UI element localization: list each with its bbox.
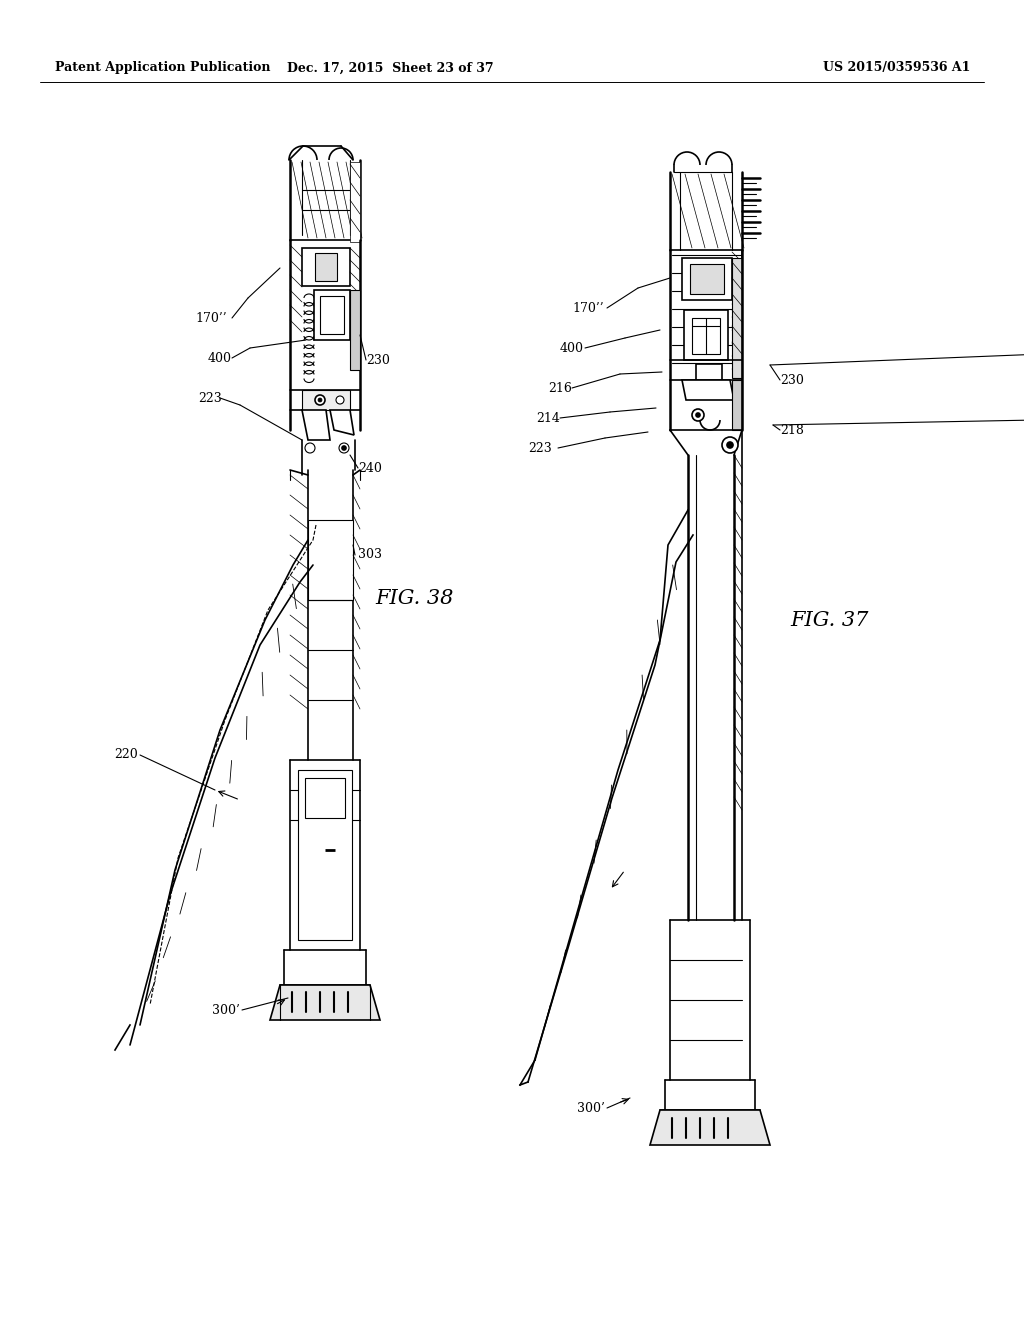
Text: 300’: 300’: [212, 1003, 240, 1016]
Bar: [350, 162, 360, 242]
Text: 303: 303: [358, 549, 382, 561]
Bar: [696, 364, 722, 380]
Bar: [692, 318, 720, 354]
Bar: [319, 296, 344, 334]
Text: 400: 400: [208, 351, 232, 364]
Text: Patent Application Publication: Patent Application Publication: [55, 62, 270, 74]
Polygon shape: [270, 985, 380, 1020]
Text: 223: 223: [528, 441, 552, 454]
Text: 214: 214: [536, 412, 560, 425]
Polygon shape: [302, 389, 350, 411]
Text: 218: 218: [780, 424, 804, 437]
Circle shape: [318, 399, 322, 403]
Text: FIG. 37: FIG. 37: [790, 610, 868, 630]
Circle shape: [315, 395, 325, 405]
Text: 223: 223: [198, 392, 222, 404]
Circle shape: [727, 442, 733, 447]
Text: 230: 230: [366, 354, 390, 367]
Bar: [682, 257, 732, 300]
Bar: [732, 257, 742, 378]
Bar: [305, 777, 345, 818]
Text: 230: 230: [780, 374, 804, 387]
Polygon shape: [682, 380, 734, 400]
Bar: [298, 770, 352, 940]
Circle shape: [336, 396, 344, 404]
Text: Dec. 17, 2015  Sheet 23 of 37: Dec. 17, 2015 Sheet 23 of 37: [287, 62, 494, 74]
Circle shape: [692, 409, 705, 421]
Text: FIG. 38: FIG. 38: [375, 589, 454, 607]
Polygon shape: [650, 1110, 770, 1144]
Bar: [690, 264, 724, 294]
Circle shape: [696, 413, 700, 417]
Bar: [315, 253, 337, 281]
Text: 240: 240: [358, 462, 382, 474]
Text: US 2015/0359536 A1: US 2015/0359536 A1: [822, 62, 970, 74]
Bar: [314, 290, 350, 341]
Text: 216: 216: [548, 381, 571, 395]
Text: 300’: 300’: [578, 1101, 605, 1114]
Bar: [732, 380, 742, 430]
Polygon shape: [330, 411, 354, 436]
Circle shape: [722, 437, 738, 453]
Circle shape: [339, 444, 349, 453]
Bar: [350, 290, 360, 370]
Text: 170’’: 170’’: [195, 312, 226, 325]
Circle shape: [342, 446, 346, 450]
Bar: [302, 248, 350, 286]
Text: 170’’: 170’’: [572, 301, 603, 314]
Text: 220: 220: [115, 748, 138, 762]
Circle shape: [305, 444, 315, 453]
Text: 400: 400: [560, 342, 584, 355]
Bar: [684, 310, 728, 360]
Bar: [308, 520, 353, 601]
Polygon shape: [302, 411, 330, 440]
